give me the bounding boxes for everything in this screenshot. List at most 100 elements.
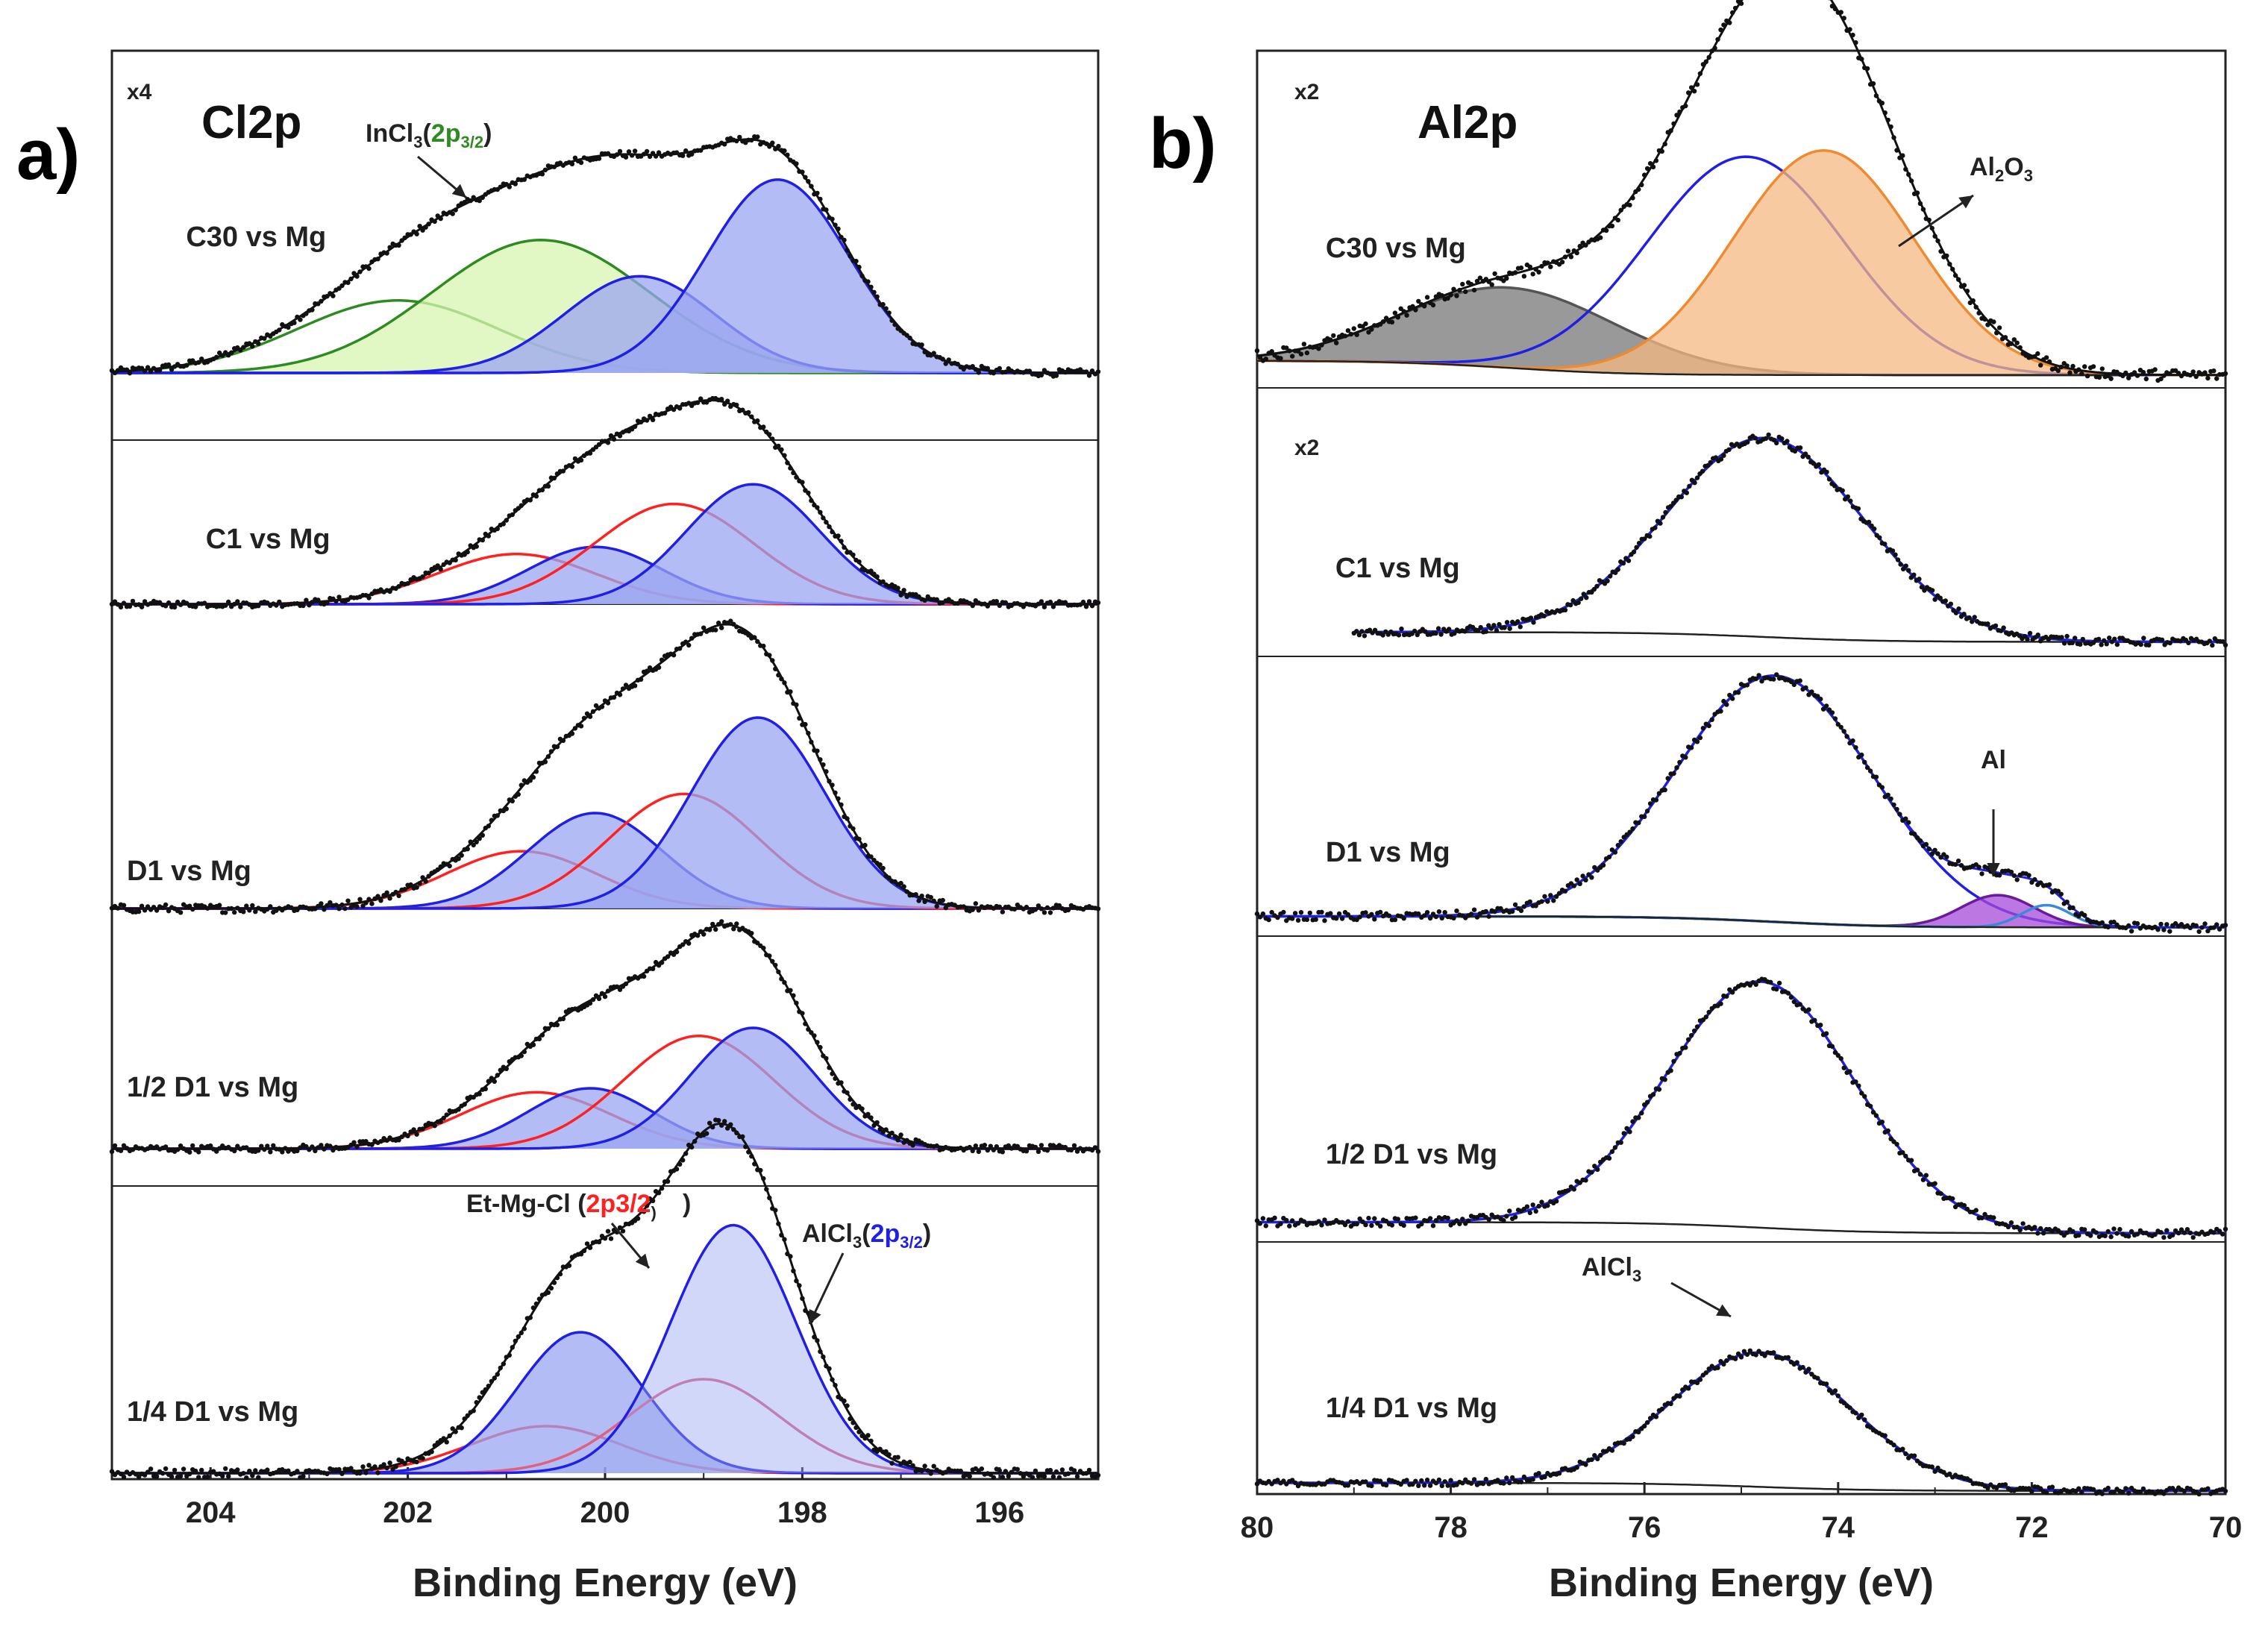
data-point: [716, 621, 721, 626]
data-point: [1650, 164, 1656, 169]
data-point: [226, 1473, 231, 1479]
data-point: [1089, 603, 1095, 609]
data-point: [1785, 1355, 1791, 1361]
data-point: [773, 962, 778, 968]
annot-part: 3: [413, 133, 422, 151]
data-point: [304, 1143, 309, 1149]
data-point: [2087, 1233, 2093, 1238]
data-point: [862, 1436, 868, 1441]
data-point: [1345, 912, 1351, 917]
data-point: [827, 779, 832, 784]
data-point: [354, 274, 360, 279]
data-point: [1627, 202, 1632, 208]
data-point: [614, 152, 620, 157]
data-point: [2184, 1227, 2190, 1232]
data-point: [519, 1330, 524, 1336]
data-point: [2128, 1229, 2134, 1234]
data-point: [1492, 909, 1497, 914]
data-point: [1630, 1119, 1635, 1124]
data-point: [1970, 619, 1975, 624]
data-point: [498, 1365, 503, 1371]
data-point: [1818, 697, 1823, 702]
data-point: [871, 571, 877, 577]
data-point: [967, 1144, 972, 1150]
data-point: [1908, 178, 1914, 183]
data-point: [1372, 1216, 1377, 1221]
data-point: [354, 1144, 360, 1149]
data-point: [2082, 912, 2087, 918]
data-point: [492, 1079, 497, 1085]
data-point: [848, 254, 853, 259]
data-point: [587, 714, 593, 719]
data-point: [910, 1463, 915, 1469]
data-points: [1351, 432, 2228, 648]
data-point: [1879, 101, 1885, 106]
data-point: [1803, 685, 1808, 691]
data-point: [333, 903, 339, 908]
data-point: [1877, 535, 1882, 540]
data-point: [740, 407, 745, 412]
data-point: [767, 144, 772, 149]
annot-part: 3: [1632, 1267, 1641, 1285]
data-point: [1448, 292, 1453, 298]
data-point: [217, 903, 222, 908]
data-point: [336, 1466, 342, 1472]
data-point: [1562, 254, 1568, 260]
data-point: [533, 1301, 539, 1307]
data-point: [1677, 1050, 1682, 1056]
data-point: [1380, 633, 1385, 638]
data-point: [2064, 633, 2070, 639]
data-point: [2064, 900, 2070, 905]
data-point: [587, 451, 593, 456]
spectrum-label: C1 vs Mg: [206, 524, 331, 555]
data-point: [256, 341, 261, 346]
data-point: [130, 598, 136, 604]
data-point: [2076, 1486, 2081, 1491]
data-point: [1445, 295, 1450, 301]
data-point: [1362, 633, 1368, 638]
data-point: [339, 283, 345, 289]
data-point: [665, 954, 671, 959]
data-point: [414, 1459, 419, 1465]
data-point: [435, 563, 440, 568]
data-point: [432, 1123, 437, 1129]
data-point: [1322, 1217, 1327, 1223]
data-point: [420, 574, 425, 580]
data-point: [1668, 128, 1673, 134]
data-point: [1396, 633, 1402, 638]
data-point: [426, 571, 431, 576]
data-point: [2141, 636, 2146, 641]
data-point: [1700, 726, 1706, 731]
data-point: [2008, 869, 2014, 875]
data-point: [357, 897, 363, 902]
data-point: [2096, 374, 2102, 380]
data-point: [1873, 1113, 1879, 1118]
data-point: [2123, 1486, 2128, 1491]
envelope-fit: [1256, 0, 2225, 377]
data-point: [1855, 506, 1861, 512]
data-point: [1044, 905, 1050, 911]
data-point: [1929, 1464, 1935, 1469]
data-point: [812, 1033, 817, 1038]
data-point: [1380, 319, 1386, 324]
data-point: [456, 1107, 461, 1112]
data-point: [2205, 1486, 2211, 1491]
data-point: [1000, 1149, 1006, 1155]
data-point: [357, 1470, 363, 1476]
data-points: [109, 618, 1101, 915]
data-point: [163, 902, 169, 908]
data-point: [976, 1149, 982, 1155]
data-point: [1567, 602, 1573, 608]
data-point: [928, 1471, 933, 1476]
data-point: [1507, 626, 1512, 631]
data-point: [895, 586, 900, 591]
data-point: [2152, 367, 2158, 372]
data-point: [384, 1465, 389, 1471]
data-point: [1982, 1211, 1987, 1217]
data-point: [136, 909, 142, 914]
data-point: [1369, 912, 1374, 917]
data-point: [1006, 1473, 1012, 1479]
data-point: [495, 526, 500, 532]
data-point: [895, 1455, 900, 1460]
